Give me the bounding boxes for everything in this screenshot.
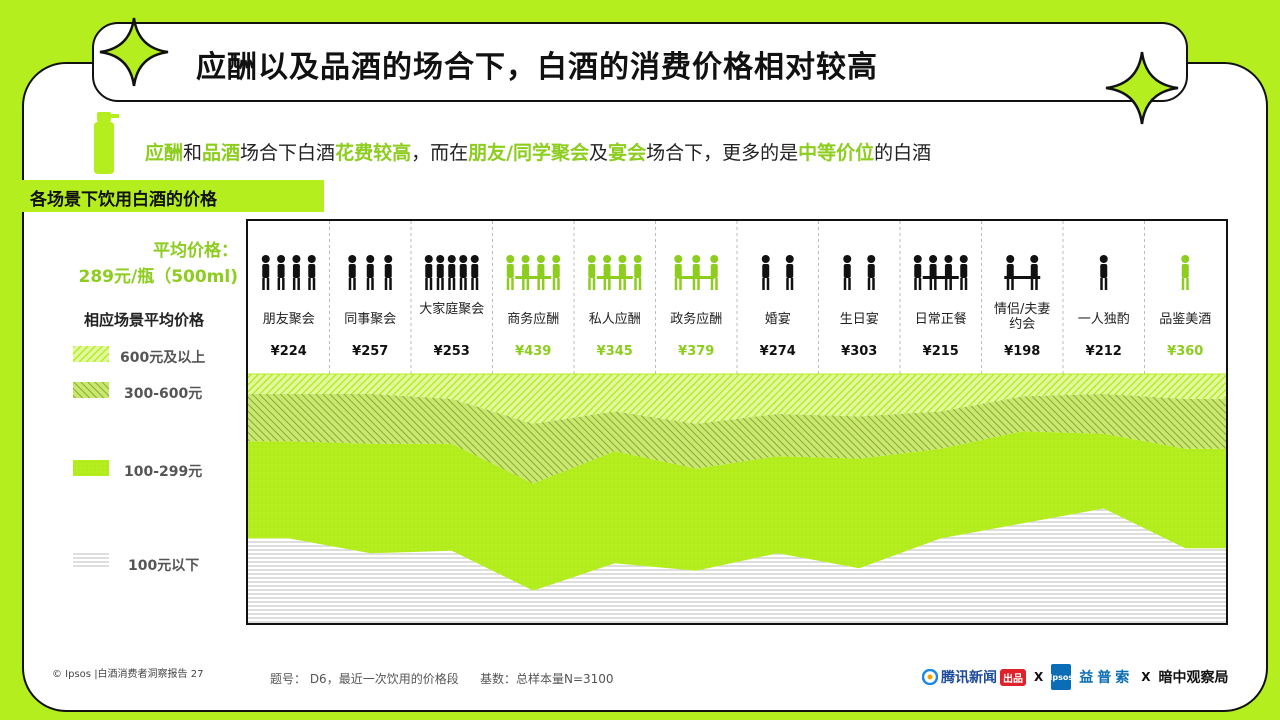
price-label: ¥274 bbox=[760, 344, 796, 359]
business-dinner-icon bbox=[506, 255, 561, 290]
tencent-news-text: 腾讯新闻 bbox=[941, 670, 997, 686]
price-label: ¥303 bbox=[841, 344, 877, 359]
colleagues-party-icon bbox=[348, 255, 393, 290]
legend-label-under-100: 100元以下 bbox=[128, 558, 200, 574]
price-label: ¥215 bbox=[923, 344, 959, 359]
section-label: 各场景下饮用白酒的价格 bbox=[30, 190, 217, 210]
headline-text: 场合下，更多的是 bbox=[646, 142, 799, 164]
category-label: 商务应酬 bbox=[507, 311, 559, 327]
legend-title: 相应场景平均价格 bbox=[84, 311, 205, 329]
legend-swatch-300-600 bbox=[73, 382, 109, 398]
category-label: 政务应酬 bbox=[670, 311, 722, 327]
tencent-news-logo: 腾讯新闻 出品 bbox=[922, 667, 1026, 687]
legend-swatch-under-100 bbox=[73, 553, 109, 569]
area-under-100 bbox=[248, 508, 1226, 623]
category-label: 品鉴美酒 bbox=[1159, 312, 1211, 327]
legend-swatch-600plus bbox=[73, 346, 109, 362]
headline-highlight: 中等价位 bbox=[798, 142, 875, 164]
headline-highlight: 应酬 bbox=[145, 142, 184, 164]
chart-frame: 朋友聚会 ¥224 同事聚会 ¥257 大家庭聚会 ¥253 商务应酬 ¥439 私人应酬 ¥34… bbox=[246, 219, 1228, 625]
category-label: 朋友聚会 bbox=[263, 311, 315, 327]
observatory-logo: 暗中观察局 bbox=[1158, 670, 1229, 686]
average-price-value: 289元/瓶（500ml) bbox=[78, 267, 239, 287]
wine-tasting-icon bbox=[1181, 255, 1190, 290]
footer-copyright: © Ipsos |白酒消费者洞察报告 27 bbox=[52, 669, 204, 680]
category-label: 生日宴 bbox=[840, 311, 879, 327]
tencent-news-tag: 出品 bbox=[1000, 668, 1026, 686]
category-label: 日常正餐 bbox=[915, 311, 967, 327]
yipusuo-logo: 益普索 bbox=[1079, 670, 1134, 686]
category-label: 大家庭聚会 bbox=[419, 301, 484, 317]
area-100-299 bbox=[248, 431, 1226, 591]
price-label: ¥439 bbox=[515, 344, 551, 359]
legend-label-300-600: 300-600元 bbox=[124, 386, 203, 402]
price-label: ¥212 bbox=[1086, 344, 1122, 359]
category-label: 婚宴 bbox=[765, 311, 791, 327]
friends-party-icon bbox=[261, 255, 316, 290]
footer-base: 基数：总样本量N=3100 bbox=[480, 672, 614, 686]
headline: 应酬和品酒场合下白酒花费较高，而在朋友/同学聚会及宴会场合下，更多的是中等价位的… bbox=[145, 138, 931, 165]
price-label: ¥379 bbox=[678, 344, 714, 359]
category-label-cont: 约会 bbox=[1009, 317, 1035, 332]
tencent-news-icon bbox=[922, 669, 938, 685]
ipsos-logo: Ipsos bbox=[1049, 664, 1073, 690]
category-label: 一人独酌 bbox=[1078, 312, 1130, 327]
category-label: 同事聚会 bbox=[344, 312, 396, 327]
birthday-icon bbox=[843, 255, 876, 290]
area-600-plus bbox=[248, 374, 1226, 424]
price-label: ¥345 bbox=[597, 344, 633, 359]
headline-text: 的白酒 bbox=[874, 142, 932, 164]
section-bar bbox=[20, 180, 324, 212]
legend-label-600plus: 600元及以上 bbox=[120, 350, 206, 366]
headline-text: ，而在 bbox=[411, 142, 469, 164]
private-dinner-icon bbox=[587, 255, 642, 290]
headline-highlight: 宴会 bbox=[608, 142, 647, 164]
price-label: ¥360 bbox=[1167, 344, 1203, 359]
area-300-600 bbox=[248, 393, 1226, 484]
headline-highlight: 品酒 bbox=[202, 142, 241, 164]
family-party-icon bbox=[424, 255, 479, 290]
headline-text: 场合下白酒 bbox=[240, 142, 336, 164]
category-label: 情侣/夫妻 bbox=[994, 302, 1050, 317]
headline-highlight: 朋友/同学聚会 bbox=[468, 142, 590, 164]
price-label: ¥198 bbox=[1004, 344, 1040, 359]
average-price: 平均价格： 289元/瓶（500ml) bbox=[70, 238, 239, 290]
sparkle-icon-right bbox=[1105, 51, 1179, 125]
bottle-icon bbox=[94, 112, 119, 174]
logo-separator: X bbox=[1034, 670, 1044, 684]
stacked-area-chart: 朋友聚会 ¥224 同事聚会 ¥257 大家庭聚会 ¥253 商务应酬 ¥439 私人应酬 ¥34… bbox=[248, 221, 1226, 623]
price-label: ¥257 bbox=[352, 344, 388, 359]
sparkle-icon-left bbox=[99, 17, 169, 87]
average-price-label: 平均价格： bbox=[153, 241, 238, 261]
category-label: 私人应酬 bbox=[589, 311, 641, 327]
partner-logos: 腾讯新闻 出品 X Ipsos 益普索 X 暗中观察局 bbox=[922, 664, 1229, 690]
daily-meal-icon bbox=[913, 255, 968, 290]
government-dinner-icon bbox=[674, 255, 719, 290]
price-label: ¥224 bbox=[271, 344, 307, 359]
title-bar bbox=[92, 22, 1188, 102]
wedding-icon bbox=[761, 255, 794, 290]
footer-question: 题号： D6，最近一次饮用的价格段 bbox=[270, 672, 459, 686]
price-label: ¥253 bbox=[434, 344, 470, 359]
legend-swatch-100-299 bbox=[73, 460, 109, 476]
headline-text: 及 bbox=[589, 142, 609, 164]
headline-highlight: 花费较高 bbox=[335, 142, 412, 164]
drinking-alone-icon bbox=[1099, 255, 1108, 290]
couple-date-icon bbox=[1004, 255, 1041, 290]
page-title: 应酬以及品酒的场合下，白酒的消费价格相对较高 bbox=[196, 50, 878, 85]
headline-text: 和 bbox=[183, 142, 203, 164]
logo-separator: X bbox=[1141, 670, 1151, 684]
legend-label-100-299: 100-299元 bbox=[124, 464, 203, 480]
